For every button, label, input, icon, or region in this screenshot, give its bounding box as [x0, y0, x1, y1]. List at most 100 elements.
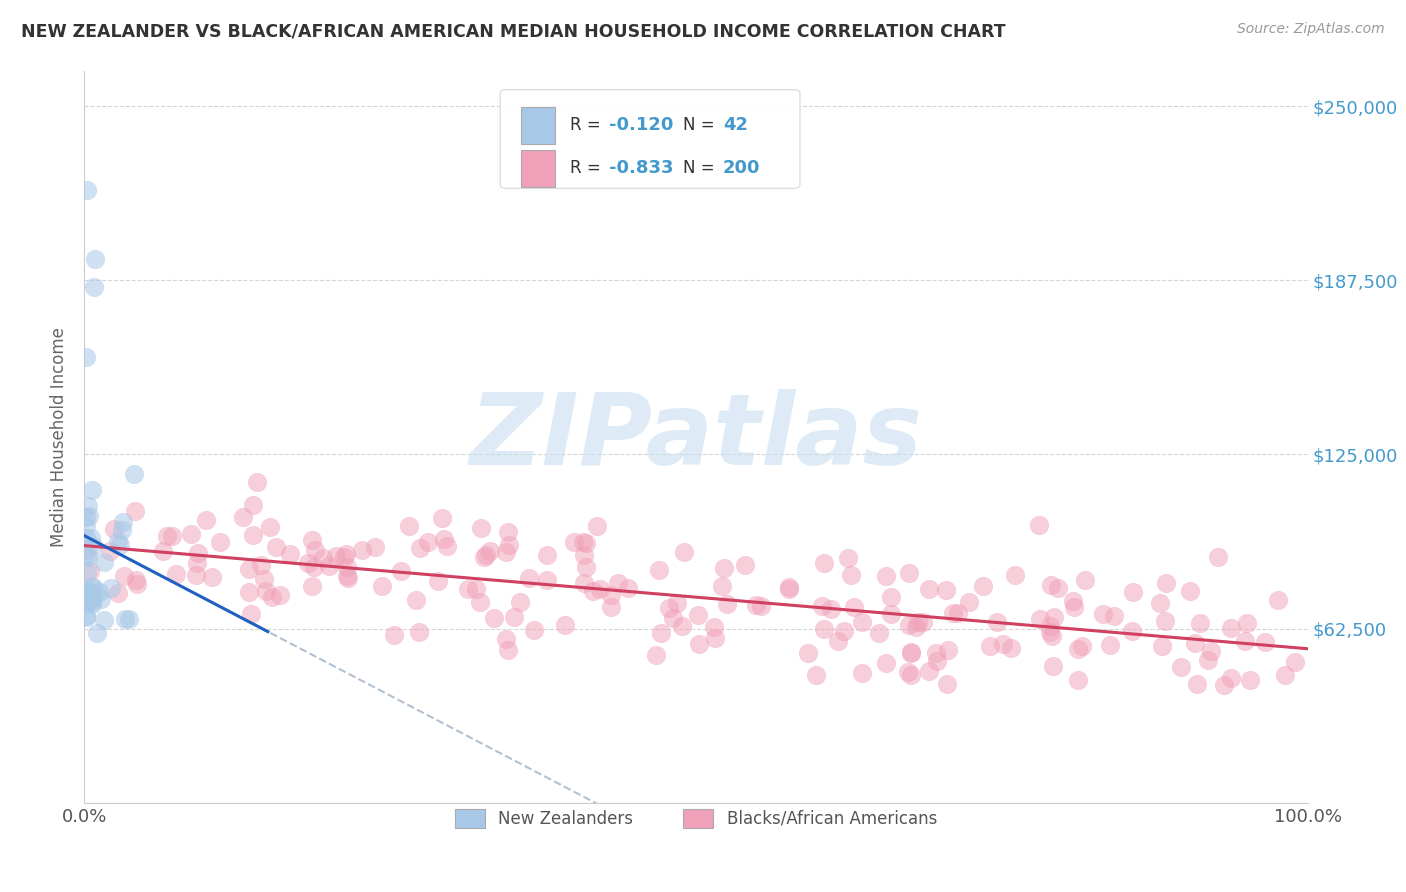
Point: [242, 528, 264, 542]
Point: [704, 631, 727, 645]
Point: [80, 591, 103, 606]
Point: [918, 582, 941, 596]
Point: [502, 610, 524, 624]
Point: [1102, 609, 1125, 624]
Point: [671, 618, 693, 632]
Point: [1236, 615, 1258, 630]
Point: [925, 646, 948, 660]
Point: [588, 582, 610, 596]
Point: [900, 645, 922, 659]
Point: [336, 568, 359, 582]
Point: [1098, 638, 1121, 652]
FancyBboxPatch shape: [522, 150, 555, 186]
Point: [827, 633, 849, 648]
Point: [240, 607, 263, 621]
Point: [1092, 607, 1115, 621]
Point: [464, 582, 486, 596]
Point: [238, 584, 260, 599]
Point: [1063, 599, 1085, 614]
Point: [82, 540, 104, 554]
Point: [1184, 636, 1206, 650]
Point: [75, 608, 97, 623]
Point: [813, 622, 835, 636]
Point: [93, 614, 115, 628]
Point: [186, 557, 208, 571]
Point: [1154, 614, 1177, 628]
Point: [804, 668, 827, 682]
Point: [79, 564, 101, 578]
Point: [318, 559, 340, 574]
Point: [907, 615, 929, 629]
Point: [617, 581, 640, 595]
Point: [536, 548, 558, 562]
Point: [82, 597, 104, 611]
Point: [184, 568, 207, 582]
Point: [898, 618, 921, 632]
Point: [93, 555, 115, 569]
Point: [75, 582, 97, 597]
Point: [124, 504, 146, 518]
Point: [301, 533, 323, 547]
Point: [1154, 576, 1177, 591]
Text: ZIPatlas: ZIPatlas: [470, 389, 922, 485]
Point: [389, 564, 412, 578]
Point: [745, 599, 768, 613]
Point: [523, 623, 546, 637]
Point: [75, 610, 97, 624]
Legend: New Zealanders, Blacks/African Americans: New Zealanders, Blacks/African Americans: [449, 802, 943, 835]
Text: N =: N =: [682, 160, 720, 178]
Point: [586, 519, 609, 533]
Point: [842, 599, 865, 614]
Point: [496, 524, 519, 539]
Point: [1219, 671, 1241, 685]
Point: [1062, 594, 1084, 608]
Point: [111, 515, 134, 529]
Point: [1178, 583, 1201, 598]
Point: [436, 539, 458, 553]
Point: [851, 615, 873, 630]
Point: [1042, 609, 1064, 624]
Point: [851, 666, 873, 681]
Point: [509, 595, 531, 609]
Point: [75, 509, 97, 524]
Point: [352, 542, 374, 557]
Point: [713, 561, 735, 575]
Point: [112, 568, 135, 582]
Point: [1254, 634, 1277, 648]
Point: [1189, 615, 1212, 630]
Point: [1039, 578, 1062, 592]
Point: [468, 594, 491, 608]
Point: [304, 542, 326, 557]
Point: [495, 632, 517, 647]
Point: [482, 611, 505, 625]
Point: [304, 559, 326, 574]
Point: [1039, 624, 1062, 639]
Point: [1234, 634, 1257, 648]
Point: [1212, 678, 1234, 692]
Point: [200, 570, 222, 584]
Point: [382, 628, 405, 642]
Point: [336, 559, 359, 574]
Point: [495, 545, 517, 559]
Point: [335, 547, 357, 561]
Point: [1074, 573, 1097, 587]
Point: [778, 582, 800, 597]
Point: [87, 584, 110, 599]
Point: [1121, 624, 1143, 639]
Point: [472, 550, 495, 565]
Point: [76, 595, 98, 609]
Point: [575, 536, 598, 550]
Point: [813, 557, 835, 571]
Point: [875, 656, 897, 670]
Point: [1284, 655, 1306, 669]
Point: [98, 544, 121, 558]
Point: [180, 526, 202, 541]
Point: [562, 535, 585, 549]
Point: [1029, 611, 1052, 625]
Point: [1206, 549, 1229, 564]
Point: [1219, 621, 1241, 635]
Point: [333, 550, 356, 565]
Point: [606, 576, 628, 591]
Point: [297, 556, 319, 570]
Point: [1067, 673, 1090, 687]
